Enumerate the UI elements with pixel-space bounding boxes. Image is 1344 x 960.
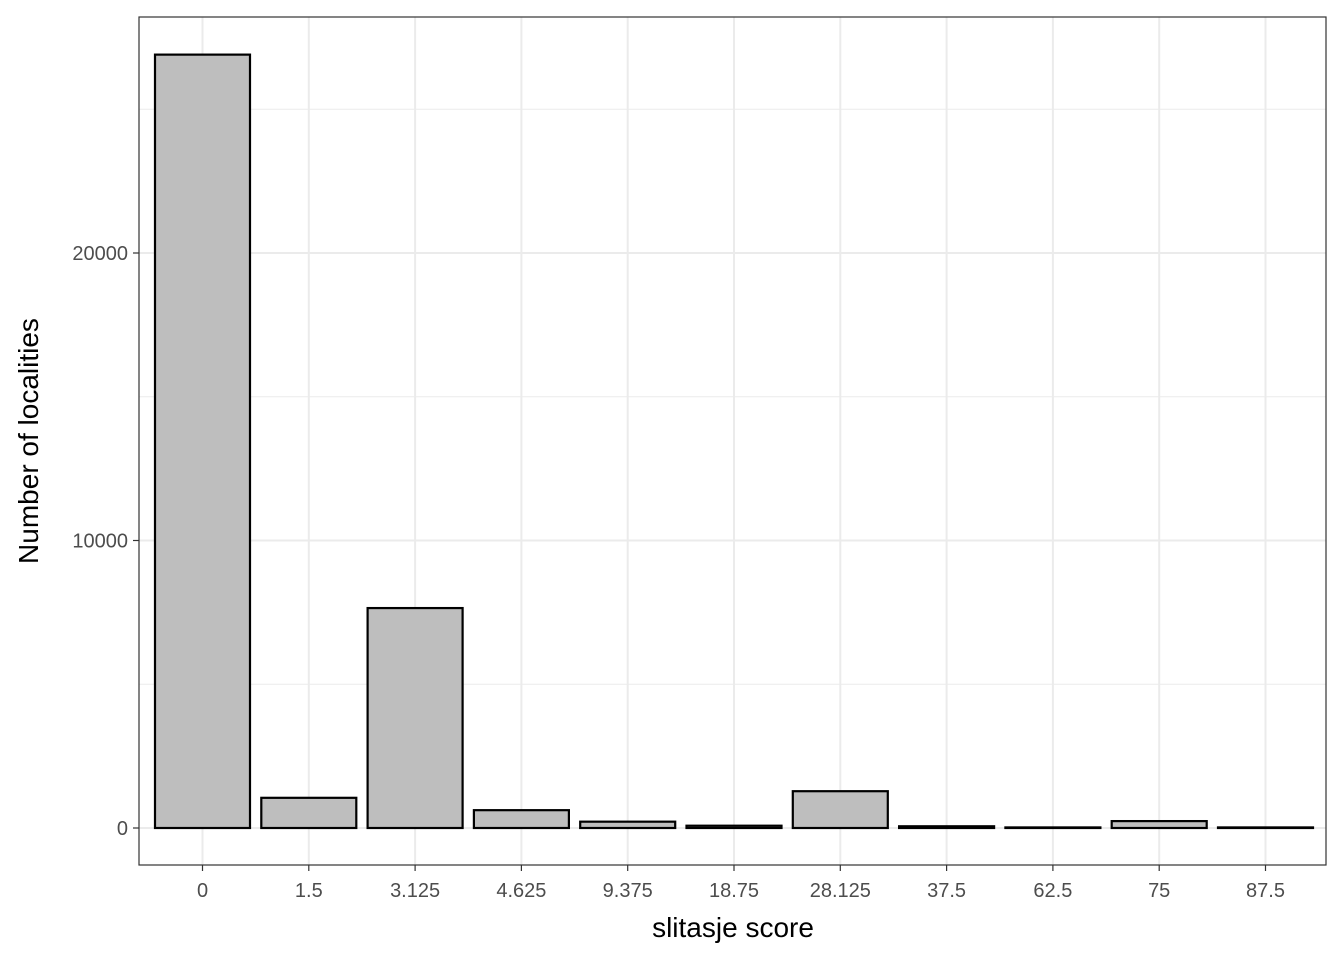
x-tick-label: 28.125 [810,880,871,902]
x-tick-label: 18.75 [709,880,759,902]
bar-28.125 [791,790,889,830]
x-tick-label: 87.5 [1246,880,1285,902]
y-axis: 0 10000 20000 [72,243,139,840]
x-tick-label: 37.5 [927,880,966,902]
bar-62.5 [1004,826,1102,830]
bar-3.125 [366,606,464,830]
x-tick-label: 9.375 [603,880,653,902]
x-tick-label: 3.125 [390,880,440,902]
y-tick-label: 20000 [72,243,128,265]
bars [153,53,1315,830]
bar-0 [153,53,252,830]
bar-37.5 [897,825,996,830]
x-tick-label: 4.625 [496,880,546,902]
x-axis-title: slitasje score [652,912,814,943]
bar-87.5 [1216,826,1315,830]
panel-background [139,17,1326,865]
grid-lines [139,17,1326,865]
x-axis: 0 1.5 3.125 4.625 9.375 18.75 28.125 37.5 62.5 75… [197,865,1285,902]
bar-9.375 [579,820,677,830]
bar-18.75 [685,824,783,830]
bar-4.625 [472,809,570,830]
x-tick-label: 0 [197,880,208,902]
x-tick-label: 62.5 [1033,880,1072,902]
y-axis-title: Number of localities [13,318,44,564]
bar-1.5 [260,796,358,830]
x-tick-label: 75 [1148,880,1170,902]
y-tick-label: 10000 [72,531,128,553]
y-tick-label: 0 [117,818,128,840]
panel-border [138,16,1327,866]
x-tick-label: 1.5 [295,880,323,902]
bar-75 [1110,819,1208,830]
